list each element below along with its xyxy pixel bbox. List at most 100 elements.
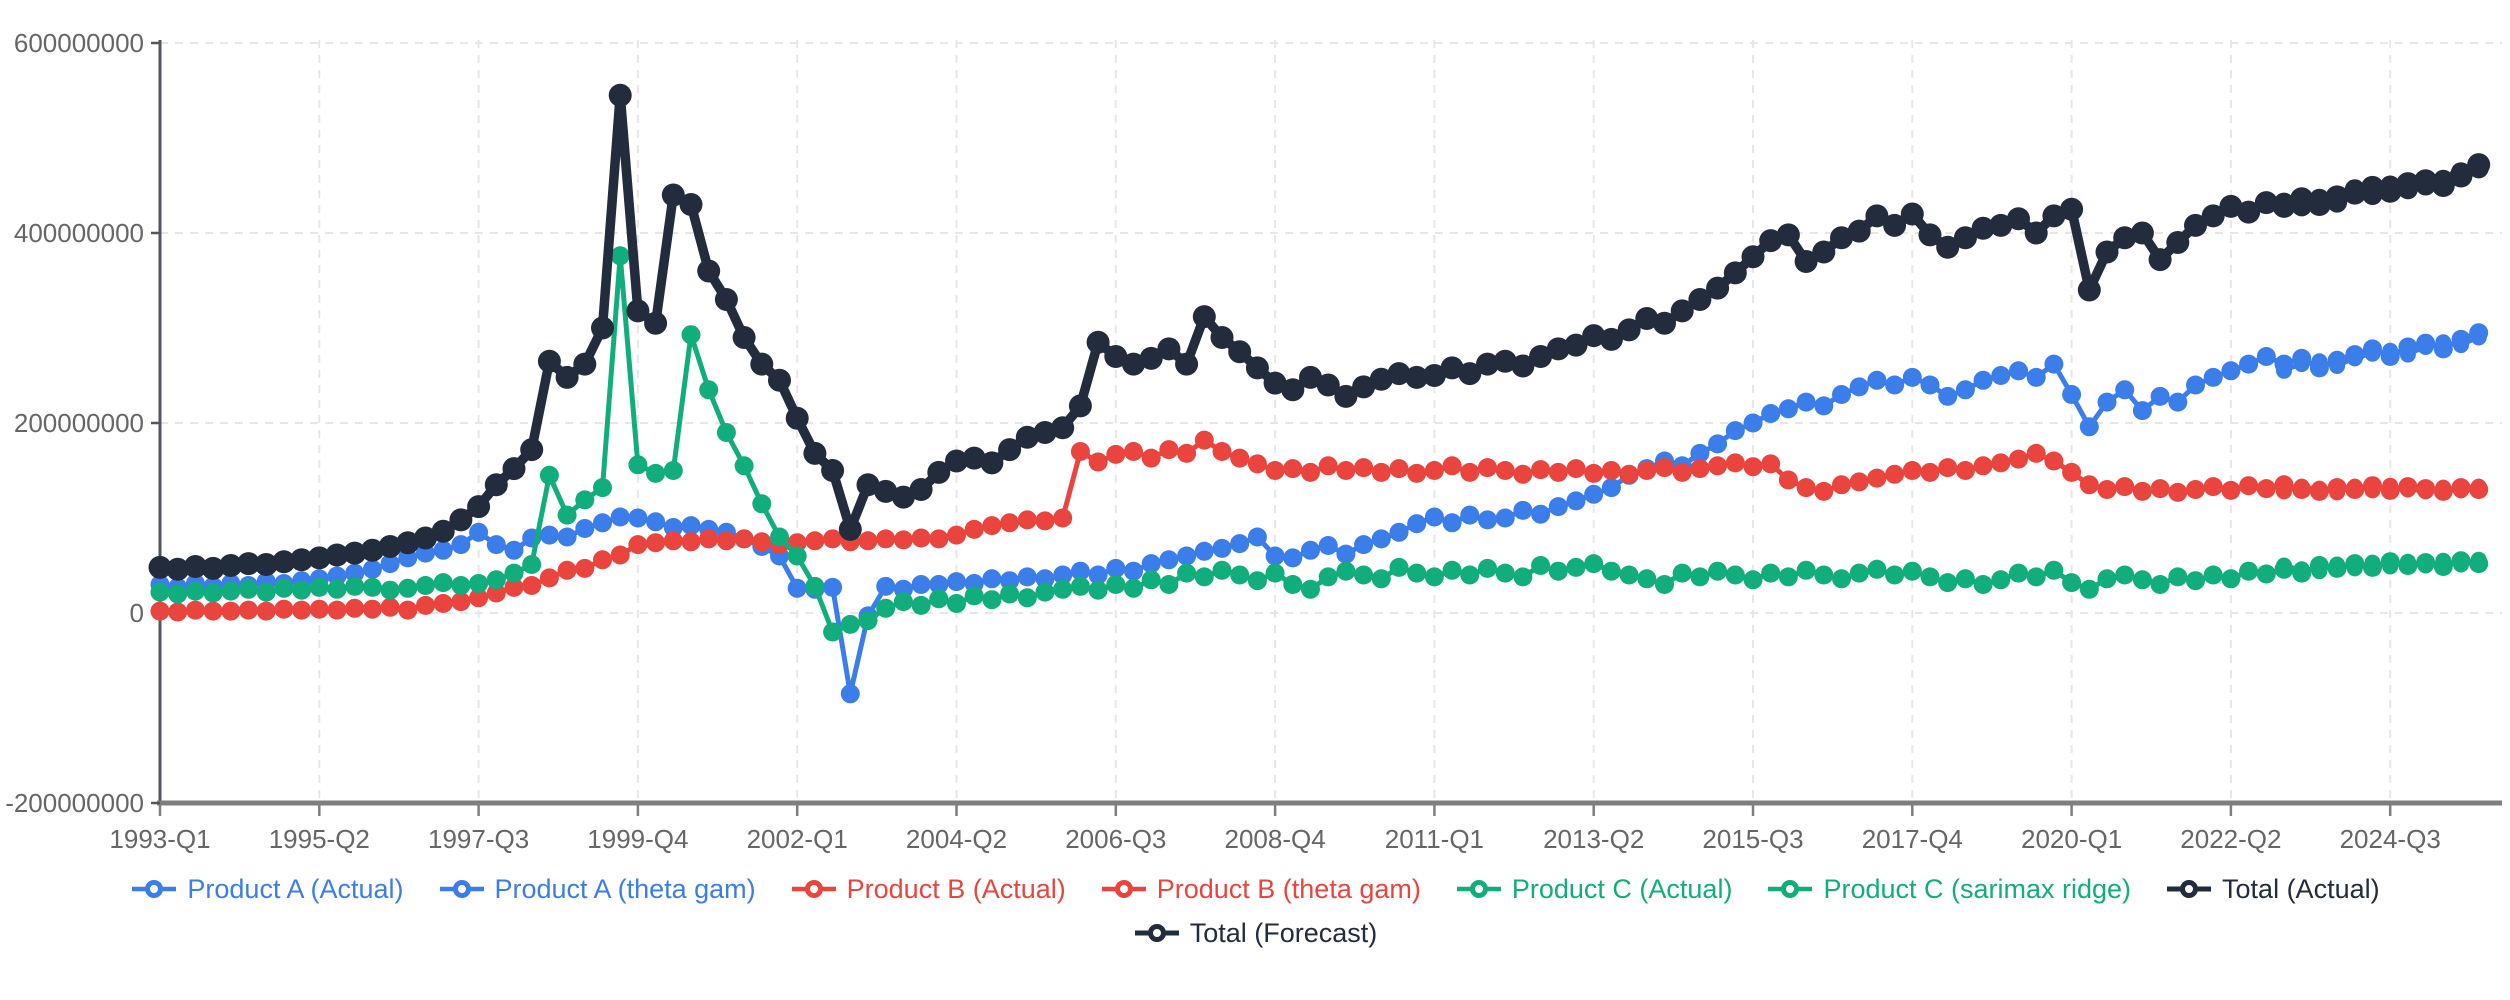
data-point (982, 516, 1002, 536)
data-point (2042, 204, 2066, 228)
data-point (1495, 508, 1515, 528)
data-point (1849, 563, 1869, 583)
data-point (929, 575, 949, 594)
x-tick-label: 2015-Q3 (1702, 824, 1803, 854)
data-point (2468, 158, 2489, 179)
data-point (2060, 197, 2084, 221)
data-point (1478, 558, 1497, 578)
x-tick-label: 2008-Q4 (1225, 824, 1326, 854)
data-point (1000, 571, 1020, 591)
data-point (681, 516, 701, 536)
data-point (1900, 202, 1924, 226)
data-point (2024, 221, 2048, 245)
data-point (1672, 563, 1692, 583)
data-point (2026, 367, 2046, 387)
legend-item-product-b-actual-[interactable]: Product B (Actual) (790, 872, 1066, 906)
data-point (467, 495, 491, 519)
data-point (803, 441, 827, 465)
data-point (1761, 404, 1781, 423)
data-point (2113, 226, 2137, 250)
legend-item-product-c-actual-[interactable]: Product C (Actual) (1455, 872, 1732, 906)
data-point (1690, 459, 1710, 479)
data-point (1159, 440, 1179, 460)
gridlines (159, 40, 2502, 804)
data-point (2346, 478, 2363, 495)
data-point (2435, 479, 2452, 496)
legend-item-product-a-theta-gam-[interactable]: Product A (theta gam) (438, 872, 756, 906)
data-point (362, 599, 382, 619)
data-point (1938, 573, 1958, 593)
data-point (2219, 194, 2243, 218)
data-point (1336, 461, 1356, 480)
data-point (2470, 329, 2487, 346)
data-point (610, 246, 630, 266)
data-point (1088, 565, 1108, 585)
data-point (1759, 229, 1783, 253)
data-point (1245, 356, 1269, 380)
data-point (1283, 575, 1303, 594)
data-point (1601, 561, 1621, 581)
data-point (451, 592, 471, 612)
data-point (2254, 191, 2278, 215)
data-point (2309, 188, 2330, 209)
data-point (555, 365, 579, 389)
legend-label: Product B (theta gam) (1156, 874, 1421, 904)
legend-item-product-b-theta-gam-[interactable]: Product B (theta gam) (1100, 872, 1421, 906)
data-point (1991, 570, 2011, 590)
data-point (1442, 513, 1462, 533)
data-point (838, 517, 862, 541)
data-point (469, 574, 489, 593)
data-point (2364, 554, 2381, 571)
data-point (1796, 478, 1816, 498)
data-point (1460, 565, 1480, 585)
series-line (155, 90, 2484, 575)
series-product-b-theta-gam- (2276, 477, 2487, 501)
data-point (239, 600, 258, 620)
data-point (1637, 461, 1657, 480)
data-point (911, 595, 931, 615)
data-point (1177, 443, 1197, 463)
data-point (1635, 307, 1659, 330)
data-point (486, 570, 506, 590)
data-point (2044, 451, 2064, 471)
x-tick-label: 2004-Q2 (906, 824, 1007, 854)
data-point (1690, 567, 1710, 587)
data-point (681, 325, 701, 345)
legend-item-product-c-sarimax-ridge-[interactable]: Product C (sarimax ridge) (1766, 872, 2131, 906)
data-point (327, 579, 347, 599)
data-point (2364, 345, 2381, 362)
data-point (1566, 491, 1586, 511)
data-point (2221, 480, 2241, 500)
chart-legend: Product A (Actual) Product A (theta gam) P… (0, 872, 2510, 950)
data-point (2239, 561, 2259, 581)
data-point (1159, 575, 1179, 594)
data-point (1849, 472, 1869, 492)
data-point (2417, 483, 2434, 500)
data-point (1548, 497, 1568, 517)
data-point (1106, 575, 1126, 594)
x-tick-label: 1995-Q2 (269, 824, 370, 854)
chart-canvas[interactable]: 600000000 400000000 200000000 0 -200000000 19… (0, 0, 2510, 860)
data-point (2399, 553, 2416, 570)
legend-item-total-forecast-[interactable]: Total (Forecast) (1133, 916, 1377, 950)
data-point (1920, 567, 1940, 587)
data-point (2007, 207, 2030, 231)
data-point (2203, 367, 2223, 387)
data-point (1000, 513, 1020, 533)
legend-item-total-actual-[interactable]: Total (Actual) (2165, 872, 2380, 906)
data-point (752, 532, 772, 552)
data-point (2415, 175, 2436, 196)
data-point (1973, 575, 1993, 594)
data-point (805, 576, 825, 596)
data-point (2311, 480, 2328, 497)
data-point (663, 531, 683, 551)
data-point (557, 560, 577, 580)
data-point (1953, 226, 1977, 250)
data-point (272, 550, 296, 574)
data-point (1973, 456, 1993, 476)
legend-item-product-a-actual-[interactable]: Product A (Actual) (130, 872, 404, 906)
data-point (378, 535, 402, 558)
data-point (593, 550, 612, 570)
data-point (2362, 185, 2383, 205)
data-point (626, 299, 650, 323)
